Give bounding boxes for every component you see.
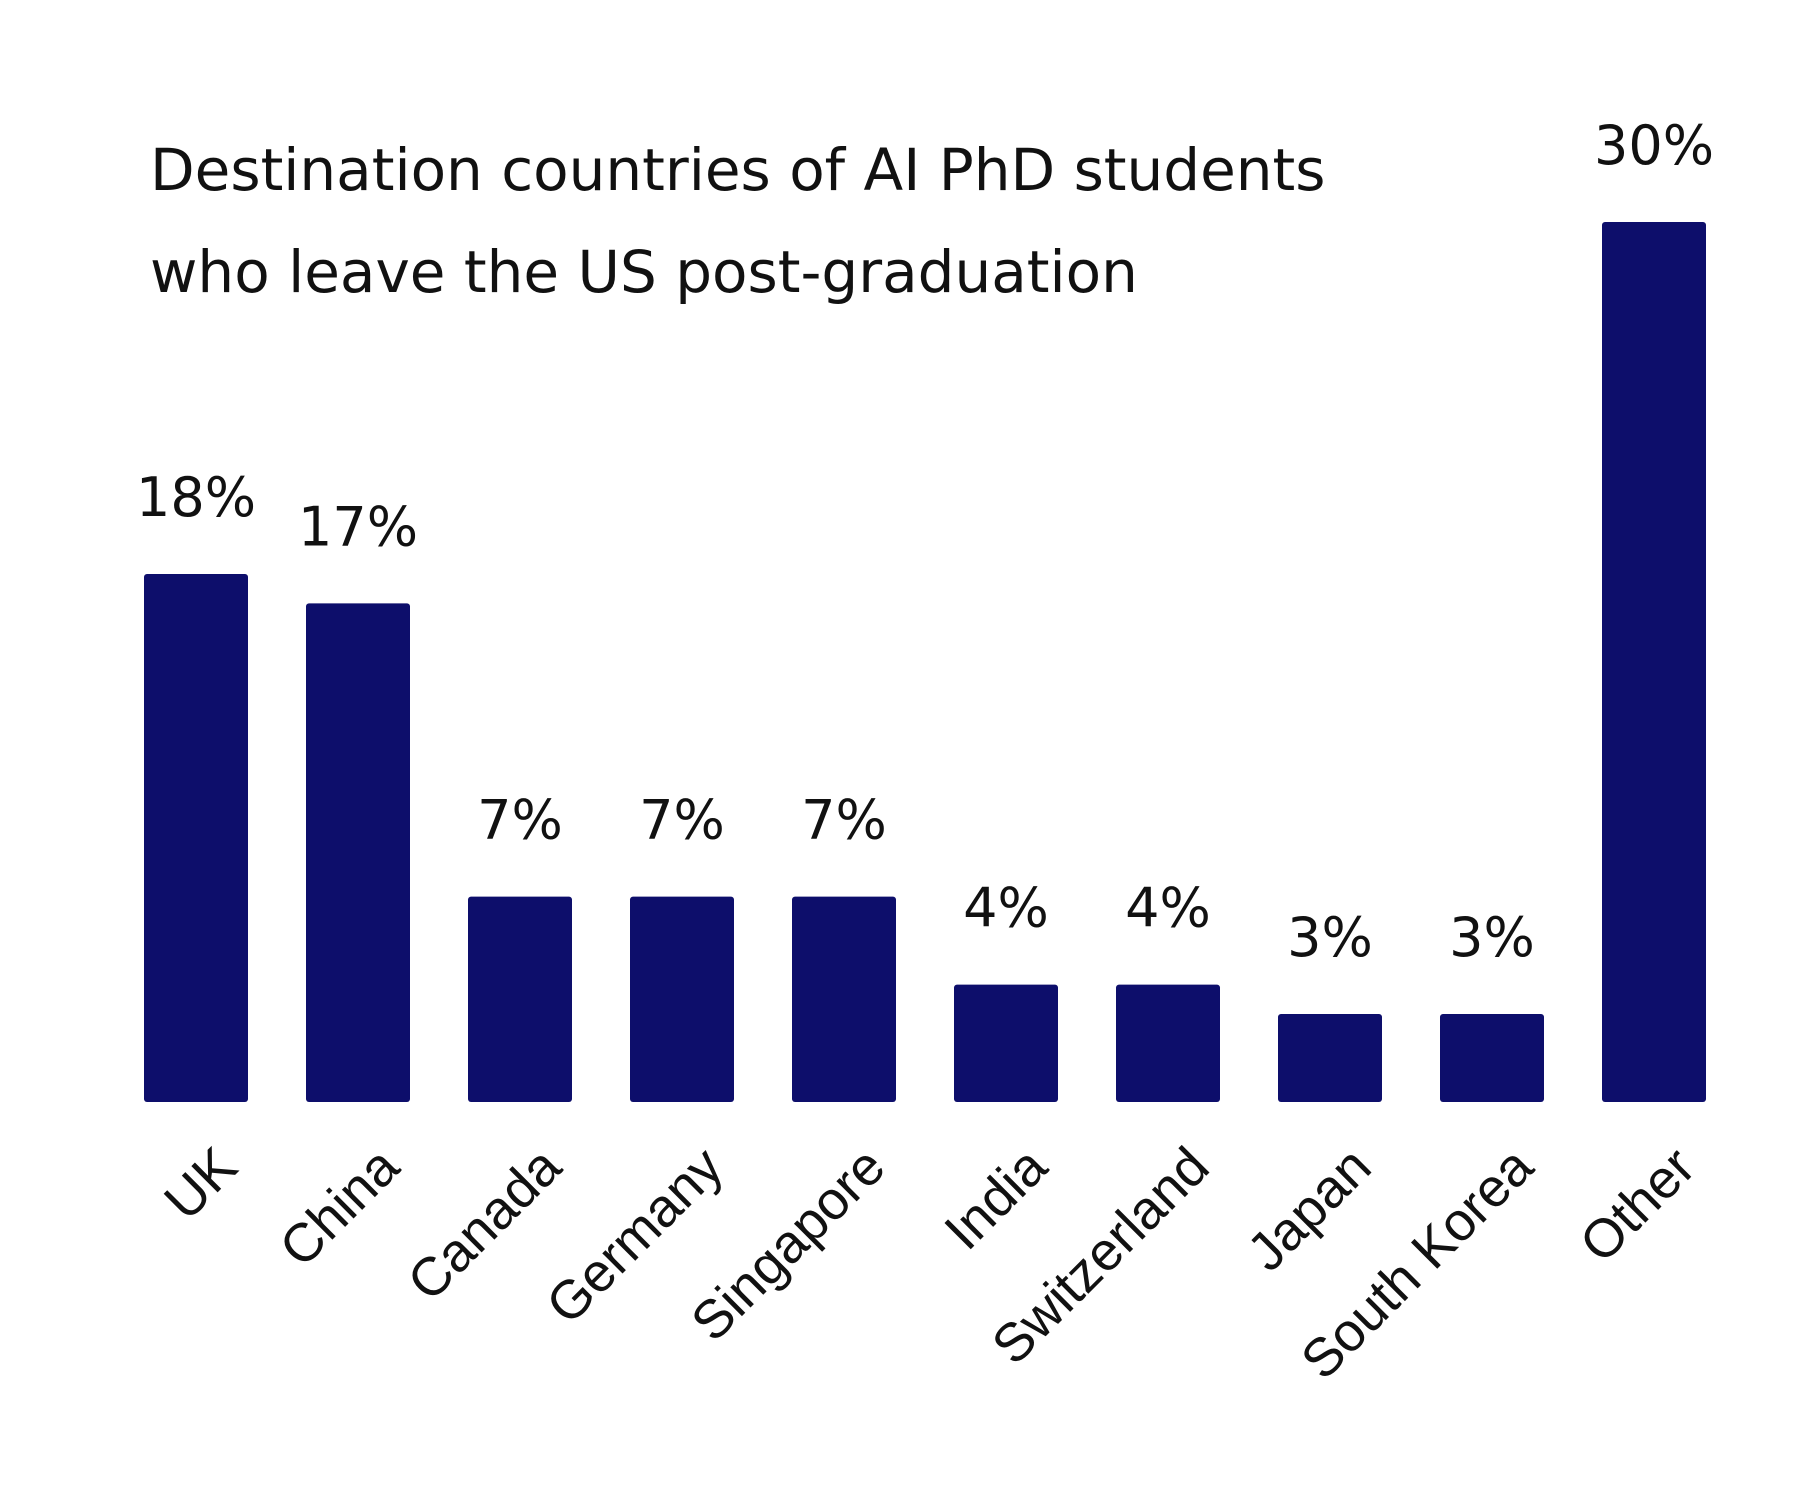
bar-singapore	[792, 896, 896, 1102]
value-label-other: 30%	[1594, 114, 1714, 177]
category-label-other: Other	[1569, 1136, 1707, 1274]
bar-uk	[144, 574, 248, 1102]
chart-title-line-2: who leave the US post-graduation	[150, 238, 1138, 306]
value-label-canada: 7%	[477, 789, 563, 852]
category-label-india: India	[933, 1135, 1059, 1261]
bars-group	[144, 222, 1706, 1102]
value-label-singapore: 7%	[801, 789, 887, 852]
bar-japan	[1278, 1014, 1382, 1102]
bar-china	[306, 603, 410, 1102]
category-label-japan: Japan	[1236, 1136, 1382, 1282]
bar-germany	[630, 896, 734, 1102]
bar-switzerland	[1116, 984, 1220, 1102]
value-label-india: 4%	[963, 877, 1049, 940]
bar-canada	[468, 896, 572, 1102]
value-labels-group: 18% 17% 7% 7% 7% 4% 4% 3% 3% 30%	[136, 114, 1714, 969]
chart-title-line-1: Destination countries of AI PhD students	[150, 136, 1326, 204]
value-label-uk: 18%	[136, 466, 256, 529]
category-label-uk: UK	[153, 1136, 248, 1231]
bar-india	[954, 984, 1058, 1102]
value-label-south-korea: 3%	[1449, 906, 1535, 969]
category-label-china: China	[268, 1135, 411, 1278]
value-label-germany: 7%	[639, 789, 725, 852]
bar-south-korea	[1440, 1014, 1544, 1102]
value-label-japan: 3%	[1287, 906, 1373, 969]
value-label-switzerland: 4%	[1125, 877, 1211, 940]
value-label-china: 17%	[298, 495, 418, 558]
bar-other	[1602, 222, 1706, 1102]
